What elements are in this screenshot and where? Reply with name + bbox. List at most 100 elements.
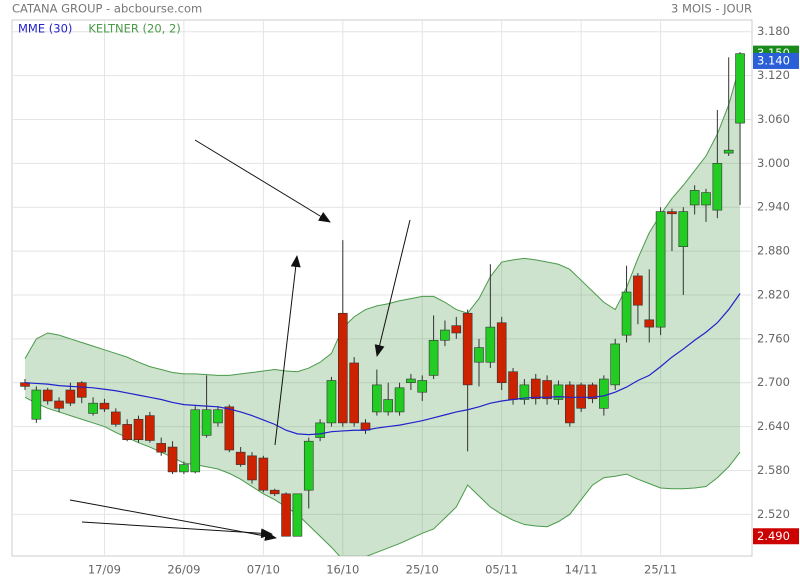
candle-body <box>621 291 632 336</box>
y-tick-label: 2.520 <box>757 507 790 521</box>
y-tick-label: 2.640 <box>757 419 790 433</box>
candle-body <box>474 347 484 363</box>
candle-body <box>599 378 609 409</box>
candle-body <box>451 325 462 334</box>
arrow <box>194 139 331 223</box>
candle-body <box>496 322 507 383</box>
y-tick-label: 3.120 <box>757 68 790 82</box>
x-tick-label: 26/09 <box>167 563 200 577</box>
arrow <box>274 255 301 446</box>
candle-body <box>440 329 450 341</box>
candle-body <box>542 380 552 400</box>
candle-body <box>349 362 359 424</box>
candle-body <box>224 406 235 451</box>
candle-body <box>372 384 382 413</box>
price-flag-label: 3.140 <box>757 53 790 67</box>
candle-body <box>65 389 76 404</box>
candle-body <box>111 411 121 425</box>
candle-body <box>587 384 598 400</box>
candle-body <box>735 53 745 124</box>
candle-body <box>394 387 405 413</box>
candle-body <box>190 409 201 473</box>
candle-body <box>530 378 541 400</box>
candle-body <box>156 443 166 453</box>
candle-body <box>485 326 496 363</box>
arrow <box>81 521 273 539</box>
x-tick-label: 05/11 <box>485 563 518 577</box>
candle-body <box>723 149 734 154</box>
y-tick-label: 2.580 <box>757 463 790 477</box>
arrow <box>374 219 411 357</box>
plot-frame <box>11 19 753 557</box>
candle-body <box>428 339 439 376</box>
price-flag-label: 2.490 <box>757 529 790 543</box>
candle-body <box>701 192 711 206</box>
candle-body <box>213 409 223 424</box>
candle-body <box>564 384 575 424</box>
candle-body <box>247 455 257 481</box>
candle-body <box>689 190 700 206</box>
price-flag <box>753 528 799 545</box>
candle-body <box>122 424 132 441</box>
candle-body <box>42 389 53 402</box>
y-tick-label: 3.000 <box>757 156 790 170</box>
header-title: CATANA GROUP - abcbourse.com <box>12 2 202 16</box>
y-tick-label: 2.940 <box>757 200 790 214</box>
candle-body <box>54 400 64 409</box>
candle-body <box>576 384 586 409</box>
x-tick-label: 25/10 <box>406 563 439 577</box>
candle-body <box>31 389 42 420</box>
plot-area <box>12 20 752 556</box>
y-tick-label: 3.180 <box>757 24 790 38</box>
candle-body <box>292 493 303 537</box>
candle-body <box>133 418 144 441</box>
candle-body <box>99 402 110 410</box>
candle-body <box>667 211 677 215</box>
candle-body <box>303 440 314 491</box>
candle-body <box>281 493 291 537</box>
candle-body <box>610 343 621 386</box>
candle-body <box>337 312 348 424</box>
keltner-lower <box>24 396 741 556</box>
candle-body <box>315 422 325 438</box>
candle-body <box>269 489 280 495</box>
candle-body <box>326 380 337 424</box>
candle-body <box>655 211 666 328</box>
y-tick-label: 2.700 <box>757 375 790 389</box>
header-period: 3 MOIS - JOUR <box>671 2 752 16</box>
candle-body <box>406 378 416 383</box>
candle-body <box>553 384 564 400</box>
candle-body <box>417 380 428 393</box>
candle-body <box>201 409 212 436</box>
candle-body <box>167 446 178 473</box>
candle-body <box>678 211 689 247</box>
x-tick-label: 25/11 <box>644 563 677 577</box>
axes: 2.520 2.580 2.640 2.700 2.760 2.820 2.880 2.940… <box>18 22 799 577</box>
x-tick-label: 17/09 <box>88 563 121 577</box>
candle-body <box>76 382 87 398</box>
candle-body <box>179 464 189 473</box>
candle-body <box>235 451 246 465</box>
candle-body <box>508 371 518 400</box>
candle-body <box>258 457 269 491</box>
mme-line <box>24 293 741 436</box>
keltner-upper <box>24 64 741 376</box>
y-tick-label: 2.820 <box>757 287 790 301</box>
candle-body <box>462 312 473 386</box>
candle-body <box>712 163 723 211</box>
candle-body <box>633 275 643 306</box>
candle-body <box>519 384 530 400</box>
annotations <box>69 139 411 541</box>
x-tick-label: 14/11 <box>565 563 598 577</box>
candle-body <box>644 319 655 328</box>
legend-entry: KELTNER (20, 2) <box>88 22 180 36</box>
candle-body <box>145 415 155 441</box>
y-tick-label: 2.760 <box>757 331 790 345</box>
y-tick-label: 3.060 <box>757 112 790 126</box>
candle-body <box>383 399 394 413</box>
candle-body <box>88 402 98 414</box>
x-tick-label: 16/10 <box>326 563 359 577</box>
y-tick-label: 2.880 <box>757 244 790 258</box>
keltner-band <box>25 64 741 556</box>
